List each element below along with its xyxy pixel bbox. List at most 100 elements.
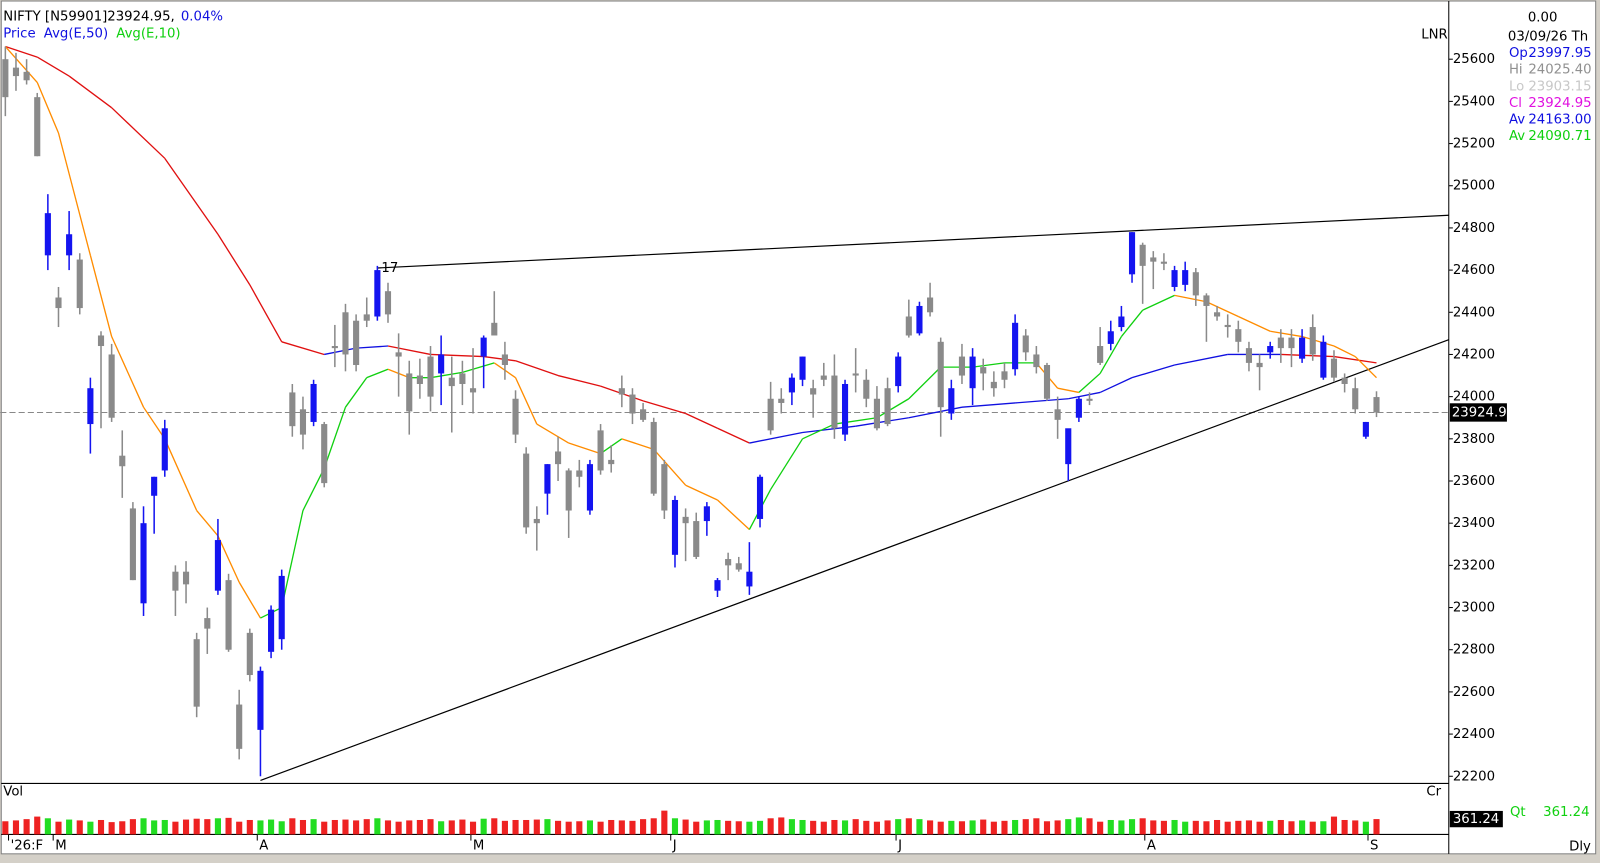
info-value: 24163.00 xyxy=(1528,113,1591,128)
volume-bar xyxy=(629,820,636,835)
moving-average xyxy=(196,510,219,537)
moving-average xyxy=(249,284,283,343)
candle-body xyxy=(97,335,105,347)
moving-average xyxy=(1015,398,1069,404)
volume-bar xyxy=(406,820,413,835)
y-tick-label: 25600 xyxy=(1453,52,1495,67)
volume-bar xyxy=(278,821,285,835)
moving-average xyxy=(536,423,570,444)
candle-body xyxy=(459,373,466,384)
volume-bar xyxy=(459,819,466,835)
moving-average xyxy=(685,412,718,429)
volume-bar xyxy=(480,818,487,835)
volume-bar xyxy=(1373,819,1380,835)
candle-body xyxy=(1012,322,1019,370)
candle-body xyxy=(1182,270,1189,285)
volume-bar xyxy=(1139,818,1146,835)
candle-body xyxy=(23,71,30,81)
volume-bar xyxy=(1309,821,1316,835)
volume-bar xyxy=(597,821,604,835)
volume-bar xyxy=(384,820,392,835)
info-value: 23903.15 xyxy=(1528,79,1591,94)
volume-bar xyxy=(1352,820,1359,835)
volume-bar xyxy=(2,821,9,835)
y-tick-label: 23000 xyxy=(1453,601,1495,616)
candle-body xyxy=(533,518,540,524)
candle-body xyxy=(990,381,997,389)
moving-average xyxy=(142,406,166,440)
volume-bar xyxy=(650,818,657,835)
moving-average xyxy=(717,499,750,530)
volume-bar xyxy=(363,819,370,835)
annotation: 17 xyxy=(381,261,398,276)
volume-bar xyxy=(299,819,307,835)
volume-bar xyxy=(161,819,168,835)
candle-body xyxy=(640,409,647,420)
moving-average xyxy=(621,438,654,450)
candle-body xyxy=(863,379,870,399)
volume-bar xyxy=(204,819,211,835)
moving-average xyxy=(855,417,909,427)
candle-body xyxy=(1075,398,1082,418)
volume-bar xyxy=(852,819,859,835)
candle-body xyxy=(1245,348,1253,363)
candle-body xyxy=(374,270,381,317)
legend-price: Price xyxy=(3,27,35,42)
volume-bar xyxy=(342,819,349,835)
moving-average xyxy=(483,355,516,362)
volume-bar xyxy=(1224,821,1231,835)
candle-body xyxy=(34,97,41,157)
info-label: Op xyxy=(1509,46,1528,61)
moving-average xyxy=(36,82,60,134)
candle-body xyxy=(66,234,73,256)
moving-average xyxy=(908,366,942,400)
info-label: Hi xyxy=(1509,63,1523,78)
symbol: NIFTY [N59901] xyxy=(3,9,107,24)
moving-average xyxy=(1120,309,1144,337)
volume-bar xyxy=(353,820,360,835)
candle-body xyxy=(1235,329,1242,342)
candle-body xyxy=(682,516,689,524)
candle-body xyxy=(204,618,211,629)
volume-bar xyxy=(586,820,594,835)
info-value: 24025.40 xyxy=(1528,63,1591,78)
moving-average xyxy=(238,581,262,619)
last-price-box xyxy=(1449,403,1507,422)
candle-body xyxy=(735,563,742,570)
moving-average xyxy=(323,406,347,469)
candle-body xyxy=(618,388,625,395)
moving-average xyxy=(972,362,1005,368)
candle-body xyxy=(1288,337,1295,349)
candle-body xyxy=(469,388,477,393)
legend: Price Avg(E,50) Avg(E,10) xyxy=(3,27,180,42)
legend-ema50: Avg(E,50) xyxy=(44,27,108,42)
candle-body xyxy=(565,470,572,511)
candle-body xyxy=(321,424,328,484)
candle-body xyxy=(958,356,966,376)
volume-bar xyxy=(66,819,73,835)
volume-bar xyxy=(172,821,179,835)
candle-body xyxy=(1107,331,1114,344)
moving-average xyxy=(1142,294,1175,311)
volume-bar xyxy=(55,821,62,835)
volume-bar xyxy=(1245,820,1253,835)
volume-bar xyxy=(693,821,700,835)
info-label: Av xyxy=(1509,129,1525,144)
moving-average xyxy=(876,398,910,419)
volume-bar xyxy=(331,819,338,835)
moving-average xyxy=(961,402,1016,408)
volume-bar xyxy=(1118,820,1125,835)
moving-average xyxy=(281,510,304,608)
volume-bar xyxy=(97,819,105,835)
volume-bar xyxy=(23,819,30,835)
candle-body xyxy=(831,375,838,429)
candle-body xyxy=(693,521,700,557)
volume-bar xyxy=(661,810,668,835)
candle-body xyxy=(810,388,817,395)
volume-bar xyxy=(1171,819,1178,835)
volume-bar xyxy=(1054,820,1061,835)
y-tick-label: 22800 xyxy=(1453,643,1495,658)
candle-body xyxy=(427,356,434,397)
volume-title: Vol xyxy=(3,785,23,800)
